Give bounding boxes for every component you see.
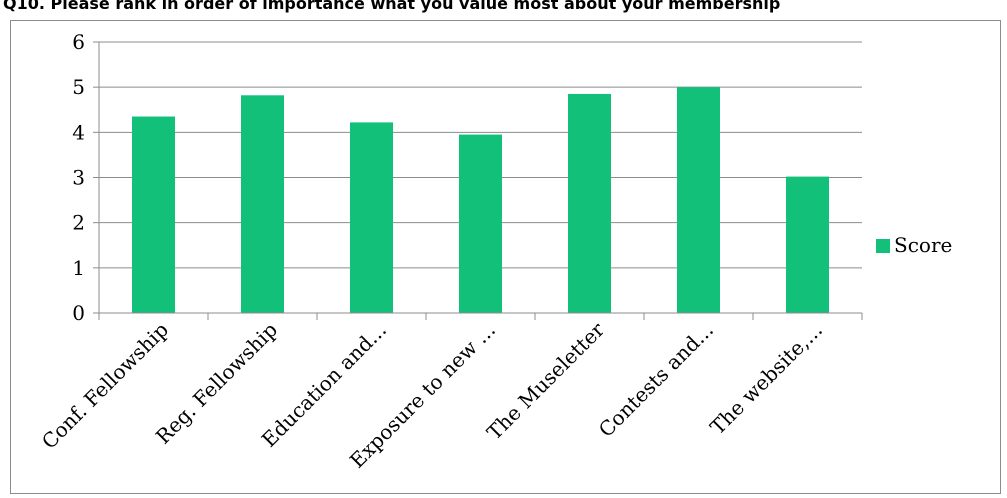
- legend-swatch: [876, 239, 890, 253]
- legend: Score: [876, 233, 952, 257]
- y-tick-label: 5: [72, 75, 85, 99]
- y-tick-label: 1: [72, 256, 85, 280]
- bars: [132, 87, 829, 314]
- bar: [677, 87, 720, 314]
- bar: [568, 93, 611, 313]
- x-tick-label: Contests and...: [594, 318, 718, 442]
- bar: [786, 176, 829, 313]
- bar: [241, 95, 284, 314]
- y-tick-label: 4: [72, 120, 85, 144]
- y-tick-label: 3: [72, 166, 85, 190]
- bar: [132, 116, 175, 314]
- y-tick-labels: 0 1 2 3 4 5 6: [72, 30, 85, 325]
- question-heading: Q10. Please rank in order of importance …: [3, 0, 781, 13]
- y-tick-label: 2: [72, 211, 85, 235]
- bar: [459, 134, 502, 313]
- axes: [93, 41, 863, 320]
- y-tick-label: 0: [72, 301, 85, 325]
- x-tick-label: The Museletter: [482, 317, 609, 444]
- y-tick-label: 6: [72, 30, 85, 54]
- legend-label: Score: [894, 233, 952, 257]
- x-tick-label: The website,...: [705, 318, 827, 440]
- chart-frame: 0 1 2 3 4 5 6 Conf. Fellowship Reg. Fellowship E…: [10, 20, 1001, 494]
- bar: [350, 122, 393, 313]
